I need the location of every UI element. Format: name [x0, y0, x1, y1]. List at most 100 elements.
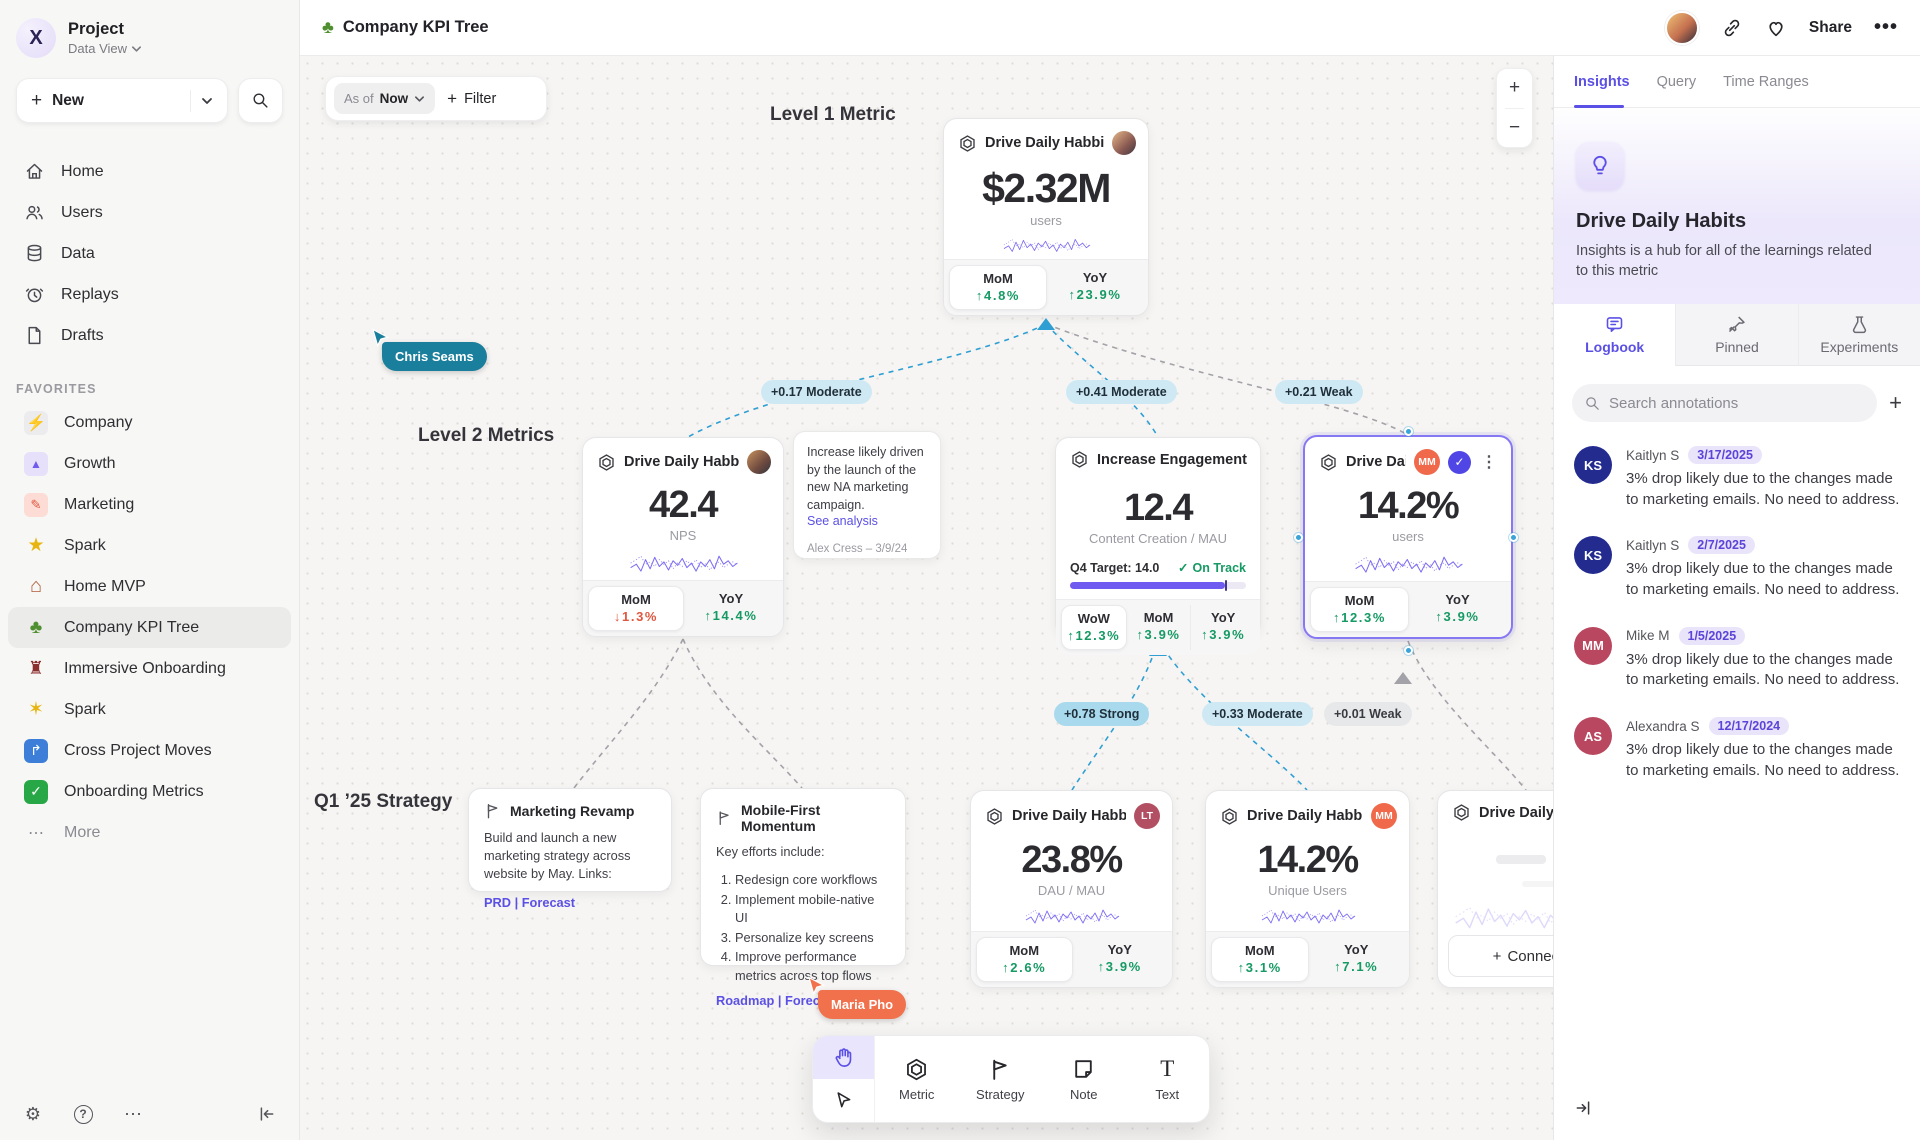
settings-gear-icon[interactable]: ⚙	[24, 1103, 42, 1124]
nav-label: Data	[61, 244, 95, 262]
favorite-heart-icon[interactable]	[1765, 17, 1787, 39]
edge-label-weak[interactable]: +0.01 Weak	[1324, 702, 1412, 726]
tab-query[interactable]: Query	[1656, 73, 1697, 90]
more-options-icon[interactable]: ⋯	[124, 1103, 142, 1124]
more-menu-icon[interactable]: •••	[1873, 16, 1898, 38]
stat-mom[interactable]: MoM ↑12.3%	[1310, 587, 1409, 632]
sidebar-item-company-kpi-tree[interactable]: ♣ Company KPI Tree	[8, 607, 291, 648]
edge-label-moderate[interactable]: +0.41 Moderate	[1066, 380, 1177, 404]
metric-card-unique-users[interactable]: Drive Daily Habbits MM 14.2% Unique User…	[1205, 790, 1410, 988]
metric-card-engagement[interactable]: Increase Engagement 12.4 Content Creatio…	[1055, 437, 1261, 655]
selection-handle[interactable]	[1509, 533, 1518, 542]
edge-label-strong[interactable]: +0.78 Strong	[1054, 702, 1150, 726]
stat-mom[interactable]: MoM ↑3.1%	[1211, 937, 1309, 982]
text-tool-button[interactable]: T Text	[1155, 1056, 1180, 1102]
project-switcher[interactable]: Χ Project Data View	[0, 0, 299, 68]
tab-time-ranges[interactable]: Time Ranges	[1723, 73, 1809, 90]
stat-wow[interactable]: WoW ↑12.3%	[1061, 605, 1127, 650]
annotation-item[interactable]: KS Kaitlyn S 2/7/2025 3% drop likely due…	[1574, 536, 1900, 600]
kebab-menu-icon[interactable]: ⋮	[1481, 454, 1497, 471]
stat-yoy[interactable]: YoY ↑3.9%	[1097, 942, 1142, 974]
copy-link-icon[interactable]	[1721, 17, 1743, 39]
strategy-card-marketing-revamp[interactable]: Marketing Revamp Build and launch a new …	[468, 788, 672, 910]
sidebar-item-drafts[interactable]: Drafts	[0, 315, 299, 356]
sidebar-item-data[interactable]: Data	[0, 233, 299, 274]
sidebar-item-cross-project-moves[interactable]: ↱ Cross Project Moves	[8, 730, 291, 771]
sidebar-item-home-mvp[interactable]: ⌂ Home MVP	[8, 566, 291, 607]
metric-card-placeholder[interactable]: Drive Daily Hab +Connect	[1437, 790, 1553, 988]
sidebar-item-company[interactable]: ⚡ Company	[8, 402, 291, 443]
subtab-pinned[interactable]: Pinned	[1675, 304, 1798, 366]
collapse-sidebar-icon[interactable]	[255, 1103, 277, 1125]
search-button[interactable]	[238, 78, 283, 123]
tab-insights[interactable]: Insights	[1574, 73, 1630, 90]
strategy-tool-button[interactable]: Strategy	[959, 1036, 1043, 1122]
annotation-item[interactable]: AS Alexandra S 12/17/2024 3% drop likely…	[1574, 717, 1900, 781]
share-button[interactable]: Share	[1808, 18, 1852, 36]
edge-label-moderate[interactable]: +0.33 Moderate	[1202, 702, 1313, 726]
sidebar-item-users[interactable]: Users	[0, 192, 299, 233]
sidebar-item-home[interactable]: Home	[0, 151, 299, 192]
annotation-item[interactable]: MM Mike M 1/5/2025 3% drop likely due to…	[1574, 626, 1900, 691]
sidebar-item-onboarding-metrics[interactable]: ✓ Onboarding Metrics	[8, 771, 291, 812]
connect-metric-button[interactable]: +Connect	[1448, 935, 1553, 977]
metric-unit: Unique Users	[1268, 883, 1347, 898]
stat-yoy[interactable]: YoY ↑3.9%	[1435, 592, 1480, 624]
strategy-links[interactable]: Roadmap | Forecast	[716, 993, 839, 1009]
stat-yoy[interactable]: YoY ↑23.9%	[1068, 270, 1122, 302]
search-annotations-input[interactable]	[1609, 394, 1866, 412]
collapse-panel-icon[interactable]	[1574, 1098, 1594, 1118]
selection-handle[interactable]	[1404, 427, 1413, 436]
zoom-out-button[interactable]: −	[1497, 109, 1532, 148]
favorites-list: ⚡ Company ▲ Growth ✎ Marketing ★ Spark ⌂ Home…	[0, 402, 299, 853]
user-avatar[interactable]	[1664, 10, 1699, 45]
new-button[interactable]: + New	[16, 78, 228, 123]
sidebar-item-spark[interactable]: ★ Spark	[8, 525, 291, 566]
hand-icon	[832, 1046, 855, 1069]
note-tool-button[interactable]: Note	[1042, 1036, 1126, 1122]
stat-yoy[interactable]: YoY ↑14.4%	[704, 591, 758, 623]
metric-card-level1[interactable]: Drive Daily Habbits $2.32M users MoM ↑4.8…	[943, 118, 1149, 316]
stat-mom[interactable]: MoM ↓1.3%	[588, 586, 684, 631]
annotation-search[interactable]	[1572, 384, 1878, 422]
sidebar-item-growth[interactable]: ▲ Growth	[8, 443, 291, 484]
annotation-item[interactable]: KS Kaitlyn S 3/17/2025 3% drop likely du…	[1574, 446, 1900, 510]
stat-yoy[interactable]: YoY ↑7.1%	[1334, 942, 1379, 974]
rocket-icon: ▲	[24, 451, 48, 476]
hand-tool-button[interactable]	[813, 1036, 874, 1079]
sidebar-item-spark-2[interactable]: ✶ Spark	[8, 689, 291, 730]
stat-yoy[interactable]: YoY ↑3.9%	[1190, 605, 1255, 650]
metric-tool-button[interactable]: Metric	[875, 1036, 959, 1122]
metric-card-dau-mau[interactable]: Drive Daily Habbits LT 23.8% DAU / MAU M…	[970, 790, 1173, 988]
chevron-down-icon[interactable]	[201, 97, 213, 105]
strategy-card-mobile-first[interactable]: Mobile-First Momentum Key efforts includ…	[700, 788, 906, 1008]
sidebar-item-marketing[interactable]: ✎ Marketing	[8, 484, 291, 525]
verified-check-icon: ✓	[1448, 450, 1471, 474]
selection-handle[interactable]	[1294, 533, 1303, 542]
edge-label-moderate[interactable]: +0.17 Moderate	[761, 380, 872, 404]
add-filter-button[interactable]: + Filter	[447, 89, 496, 109]
see-analysis-link[interactable]: See analysis	[807, 514, 878, 528]
metric-card-selected[interactable]: Drive Daily Habb.. MM ✓ ⋮ 14.2% users Mo…	[1303, 435, 1513, 639]
sidebar-item-replays[interactable]: Replays	[0, 274, 299, 315]
as-of-dropdown[interactable]: As of Now	[334, 83, 436, 114]
add-annotation-button[interactable]: +	[1889, 390, 1902, 415]
zoom-in-button[interactable]: +	[1497, 69, 1532, 108]
target-label: Q4 Target: 14.0	[1070, 560, 1160, 575]
strategy-links[interactable]: PRD | Forecast	[484, 895, 576, 911]
selection-handle[interactable]	[1404, 646, 1413, 655]
stat-mom[interactable]: MoM ↑2.6%	[976, 937, 1073, 982]
stat-mom[interactable]: MoM ↑4.8%	[949, 265, 1047, 310]
metric-unit: users	[1392, 529, 1424, 544]
kpi-tree-canvas[interactable]: As of Now + Filter + − Level 1 Metric Le…	[300, 56, 1553, 1140]
sidebar-item-immersive-onboarding[interactable]: ♜ Immersive Onboarding	[8, 648, 291, 689]
canvas-note-card[interactable]: Increase likely driven by the launch of …	[793, 431, 941, 559]
metric-card-nps[interactable]: Drive Daily Habbits 42.4 NPS MoM↓1.3% Yo…	[582, 437, 784, 637]
help-icon[interactable]: ?	[72, 1103, 94, 1125]
subtab-logbook[interactable]: Logbook	[1554, 304, 1676, 366]
stat-mom[interactable]: MoM ↑3.9%	[1136, 610, 1181, 642]
edge-label-weak[interactable]: +0.21 Weak	[1275, 380, 1363, 404]
subtab-experiments[interactable]: Experiments	[1797, 304, 1920, 366]
sidebar-item-more[interactable]: ⋯ More	[8, 812, 291, 853]
select-tool-button[interactable]	[813, 1079, 874, 1122]
